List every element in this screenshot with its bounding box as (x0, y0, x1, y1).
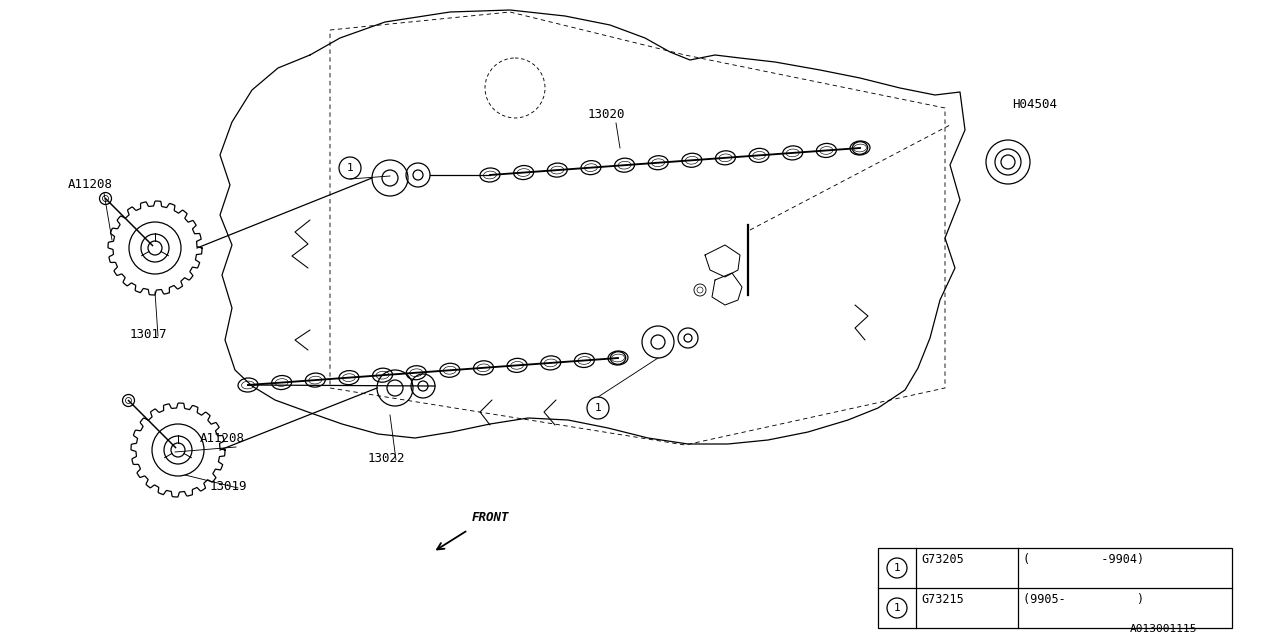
Text: H04504: H04504 (1012, 98, 1057, 111)
Text: G73205: G73205 (922, 553, 964, 566)
Text: A013001115: A013001115 (1130, 624, 1198, 634)
Text: 13022: 13022 (369, 452, 406, 465)
Text: 1: 1 (347, 163, 353, 173)
Text: 1: 1 (893, 563, 900, 573)
Text: FRONT: FRONT (472, 511, 509, 524)
Text: (          -9904): ( -9904) (1023, 553, 1144, 566)
Bar (878, 548, 1231, 628)
Text: (9905-          ): (9905- ) (1023, 593, 1144, 606)
Text: 1: 1 (893, 603, 900, 613)
Text: 1: 1 (595, 403, 602, 413)
Text: 13019: 13019 (210, 480, 247, 493)
Text: A11208: A11208 (68, 178, 113, 191)
Text: 13017: 13017 (131, 328, 168, 341)
Text: G73215: G73215 (922, 593, 964, 606)
Text: A11208: A11208 (200, 432, 244, 445)
Text: 13020: 13020 (588, 108, 626, 121)
